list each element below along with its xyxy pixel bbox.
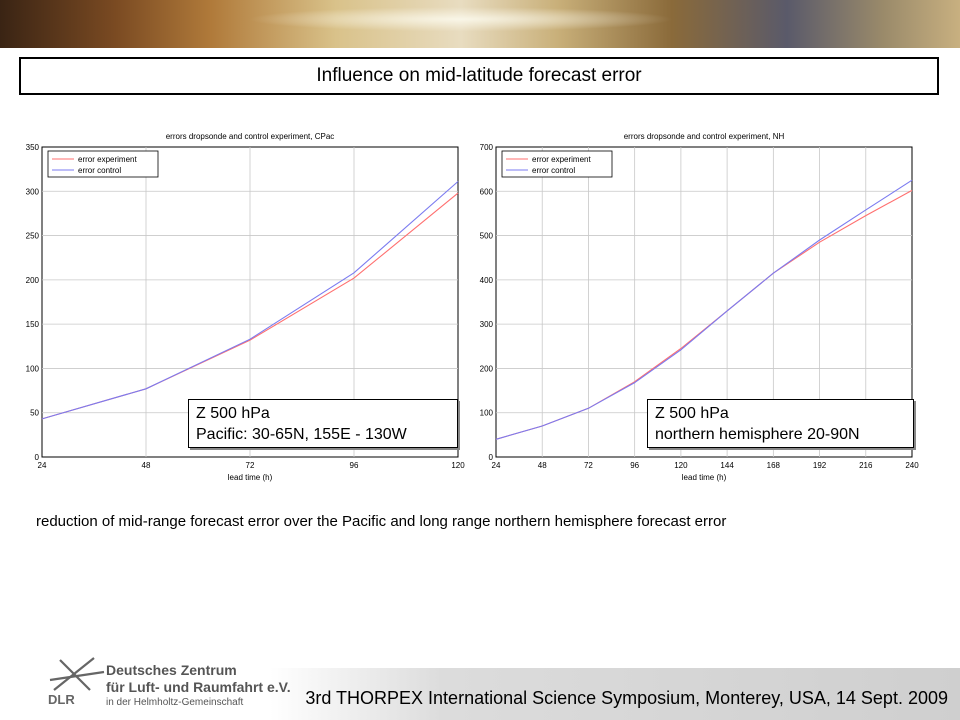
y-tick-label: 50 — [30, 409, 39, 418]
y-tick-label: 100 — [26, 364, 40, 373]
logo-text: DLR — [48, 692, 75, 706]
annotation-nh-line2: northern hemisphere 20-90N — [655, 426, 860, 443]
x-tick-label: 48 — [538, 461, 547, 470]
y-tick-label: 100 — [480, 409, 494, 418]
series-line-control — [495, 179, 913, 440]
slide-title: Influence on mid-latitude forecast error — [316, 65, 642, 86]
y-tick-label: 300 — [26, 187, 40, 196]
legend-box — [501, 150, 613, 178]
y-tick-label: 350 — [26, 143, 40, 152]
chart-title: errors dropsonde and control experiment,… — [166, 132, 335, 141]
y-tick-label: 200 — [26, 276, 40, 285]
y-tick-label: 150 — [26, 320, 40, 329]
legend-entry: error control — [78, 166, 121, 175]
x-tick-label: 24 — [492, 461, 501, 470]
x-axis-label: lead time (h) — [228, 473, 273, 482]
y-tick-label: 600 — [480, 187, 494, 196]
annotation-cpac-line2: Pacific: 30-65N, 155E - 130W — [196, 426, 407, 443]
annotation-nh-line1: Z 500 hPa — [655, 405, 729, 422]
x-tick-label: 96 — [350, 461, 359, 470]
x-tick-label: 120 — [674, 461, 688, 470]
x-tick-label: 144 — [720, 461, 734, 470]
x-tick-label: 240 — [905, 461, 919, 470]
x-tick-label: 72 — [584, 461, 593, 470]
annotation-nh: Z 500 hPa northern hemisphere 20-90N — [647, 399, 914, 448]
y-tick-label: 200 — [480, 364, 494, 373]
dlr-logo-icon: DLR — [48, 657, 105, 706]
org-line-2: für Luft- und Raumfahrt e.V. — [106, 679, 291, 695]
slide-title-box: Influence on mid-latitude forecast error — [19, 57, 939, 95]
y-tick-label: 0 — [489, 453, 494, 462]
header-banner-image — [0, 0, 960, 48]
y-tick-label: 500 — [480, 232, 494, 241]
x-tick-label: 72 — [246, 461, 255, 470]
footer-band — [270, 668, 960, 720]
x-tick-label: 216 — [859, 461, 873, 470]
y-tick-label: 300 — [480, 320, 494, 329]
x-tick-label: 96 — [630, 461, 639, 470]
chart-title: errors dropsonde and control experiment,… — [624, 132, 785, 141]
slide-caption: reduction of mid-range forecast error ov… — [36, 513, 727, 530]
y-tick-label: 0 — [35, 453, 40, 462]
legend-entry: error control — [532, 166, 575, 175]
x-tick-label: 168 — [767, 461, 781, 470]
y-tick-label: 700 — [480, 143, 494, 152]
x-tick-label: 48 — [142, 461, 151, 470]
org-line-1: Deutsches Zentrum — [106, 662, 237, 678]
annotation-cpac: Z 500 hPa Pacific: 30-65N, 155E - 130W — [188, 399, 458, 448]
legend-box — [47, 150, 159, 178]
org-line-3: in der Helmholtz-Gemeinschaft — [106, 697, 244, 708]
org-name: Deutsches Zentrum für Luft- und Raumfahr… — [106, 662, 291, 710]
x-axis-label: lead time (h) — [682, 473, 727, 482]
y-tick-label: 400 — [480, 276, 494, 285]
series-line-control — [41, 181, 459, 420]
x-tick-label: 192 — [813, 461, 827, 470]
y-tick-label: 250 — [26, 232, 40, 241]
legend-entry: error experiment — [78, 155, 137, 164]
annotation-cpac-line1: Z 500 hPa — [196, 405, 270, 422]
x-tick-label: 24 — [38, 461, 47, 470]
legend-entry: error experiment — [532, 155, 591, 164]
x-tick-label: 120 — [451, 461, 465, 470]
footer-citation: 3rd THORPEX International Science Sympos… — [305, 688, 948, 708]
